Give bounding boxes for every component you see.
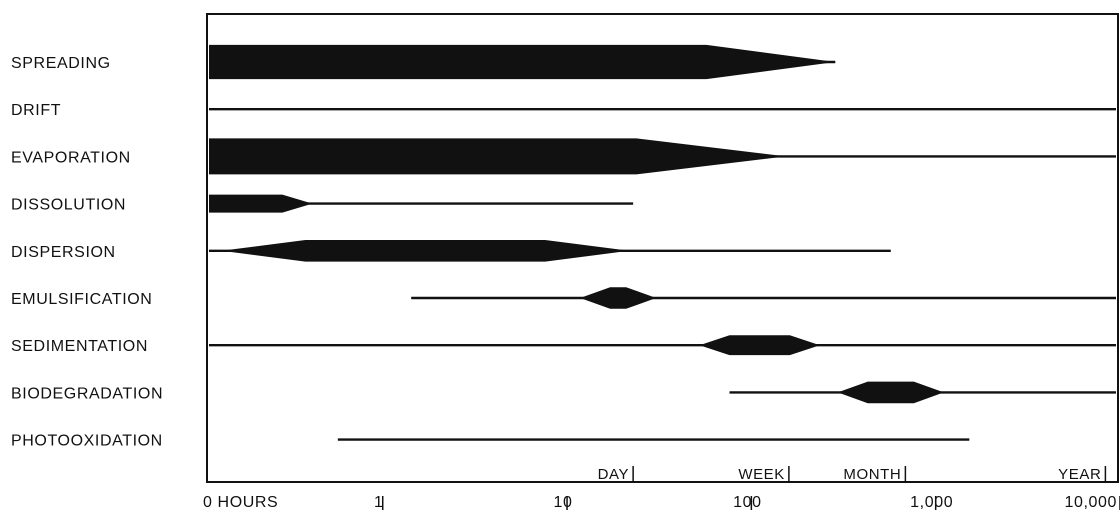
evaporation-intensity-band: [209, 138, 786, 175]
time-marker-month: MONTH: [843, 466, 901, 483]
x-tick-label: 10: [554, 494, 573, 511]
x-tick-label: 1,000: [910, 494, 953, 511]
drift-label: DRIFT: [11, 102, 61, 119]
spreading-intensity-band: [209, 44, 836, 80]
x-axis: 0 HOURS 1 10 100 1,000 10,000: [203, 494, 1120, 511]
time-marker-week: WEEK: [738, 466, 785, 483]
dissolution-intensity-band: [209, 194, 313, 213]
photooxidation-label: PHOTOOXIDATION: [11, 433, 163, 450]
x-tick-label: 0 HOURS: [203, 494, 278, 511]
time-marker-day: DAY: [598, 466, 630, 483]
emulsification-label: EMULSIFICATION: [11, 291, 152, 308]
plot-frame: [206, 13, 1119, 483]
biodegradation-intensity-band: [837, 381, 944, 404]
emulsification-intensity-band: [580, 287, 657, 309]
dispersion-intensity-band: [221, 240, 630, 262]
evaporation-label: EVAPORATION: [11, 149, 131, 166]
time-marker-year: YEAR: [1058, 466, 1101, 483]
x-tick-label: 1: [374, 494, 384, 511]
process-rows: [209, 44, 1116, 441]
dissolution-label: DISSOLUTION: [11, 197, 126, 214]
biodegradation-label: BIODEGRADATION: [11, 385, 163, 402]
x-tick-label: 10,000: [1064, 494, 1117, 511]
sedimentation-intensity-band: [699, 335, 820, 356]
process-labels: SPREADING DRIFT EVAPORATION DISSOLUTION DISP…: [11, 55, 163, 450]
sedimentation-label: SEDIMENTATION: [11, 338, 148, 355]
spreading-label: SPREADING: [11, 55, 111, 72]
time-markers: DAY WEEK MONTH YEAR: [598, 466, 1107, 483]
dispersion-label: DISPERSION: [11, 244, 116, 261]
x-tick-label: 100: [733, 494, 762, 511]
